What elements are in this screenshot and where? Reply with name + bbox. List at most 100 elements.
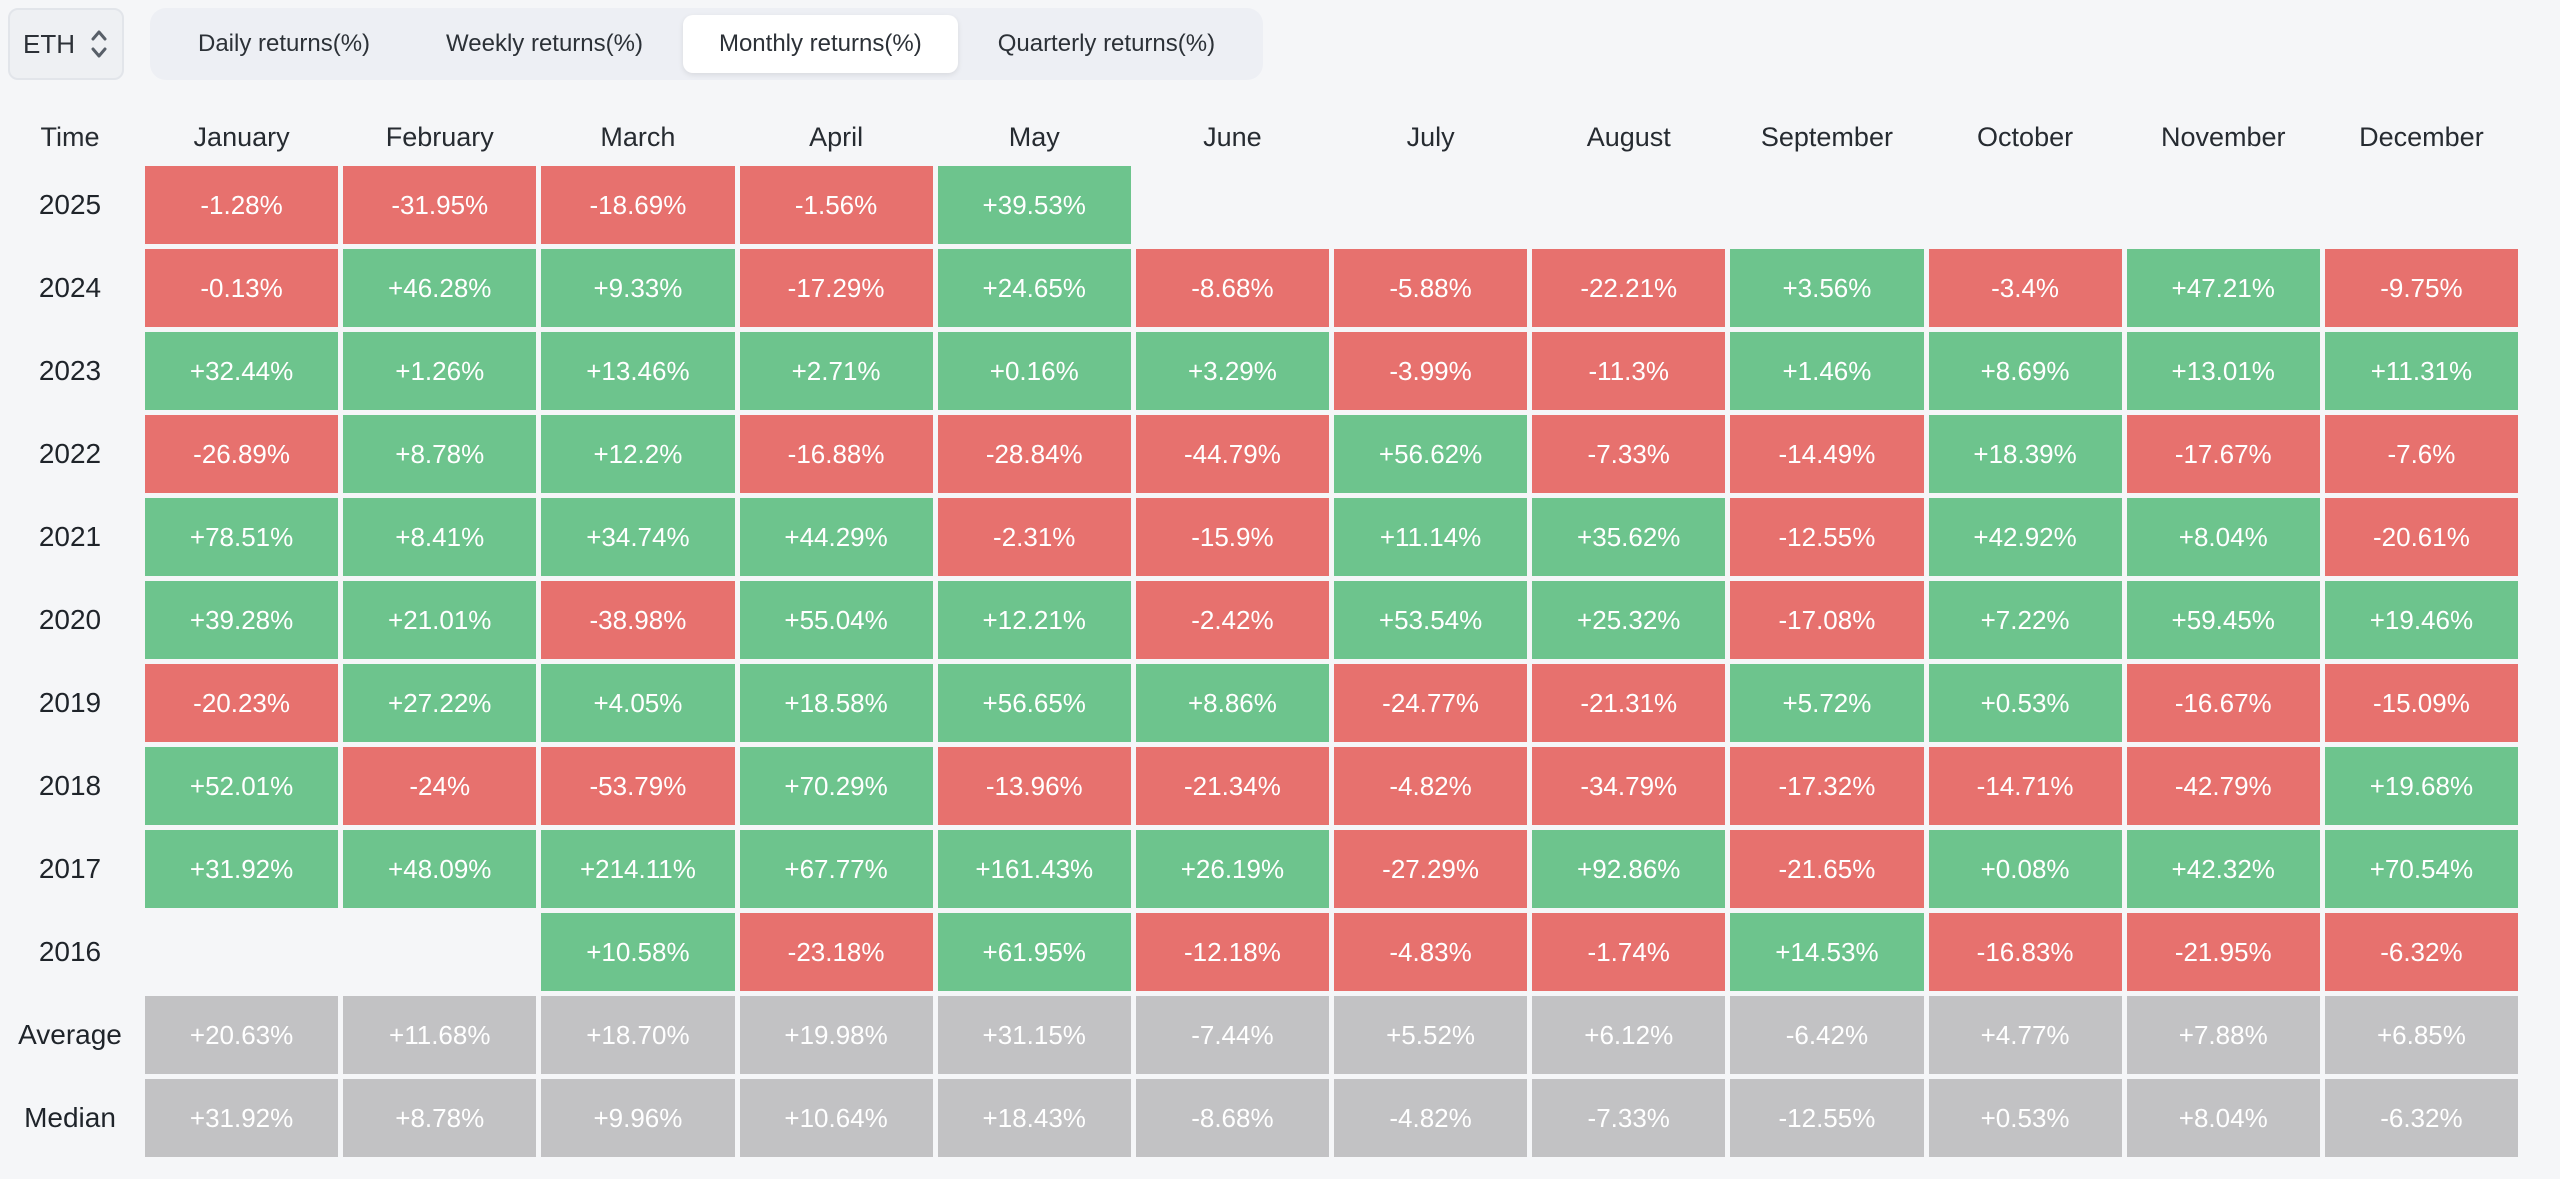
- return-cell: -20.61%: [2324, 498, 2518, 576]
- return-cell: +32.44%: [145, 332, 339, 410]
- return-cell: -1.28%: [145, 166, 339, 244]
- return-cell: -16.83%: [1928, 913, 2122, 991]
- return-cell: -17.08%: [1730, 581, 1924, 659]
- return-cell: +67.77%: [739, 830, 933, 908]
- return-cell: +5.72%: [1730, 664, 1924, 742]
- period-tab-quarterly[interactable]: Quarterly returns(%): [962, 15, 1251, 73]
- return-cell: +53.54%: [1334, 581, 1528, 659]
- row-label: 2022: [38, 438, 102, 469]
- return-cell: +31.92%: [145, 1079, 339, 1157]
- return-cell: +7.22%: [1928, 581, 2122, 659]
- return-cell: +18.39%: [1928, 415, 2122, 493]
- return-cell: -24%: [343, 747, 537, 825]
- table-row: 2025 -1.28% -31.95% -18.69% -1.56% +39.53%: [0, 166, 2518, 244]
- return-cell: +42.32%: [2126, 830, 2320, 908]
- month-column-header: September: [1760, 121, 1893, 152]
- return-cell: +55.04%: [739, 581, 933, 659]
- return-cell: +27.22%: [343, 664, 537, 742]
- return-cell: -42.79%: [2126, 747, 2320, 825]
- return-cell: -9.75%: [2324, 249, 2518, 327]
- time-column-header: Time: [40, 121, 100, 152]
- return-cell: +3.56%: [1730, 249, 1924, 327]
- return-cell: -2.42%: [1135, 581, 1329, 659]
- return-cell: +31.92%: [145, 830, 339, 908]
- table-row: 2023 +32.44% +1.26% +13.46% +2.71% +0.16% +3.2…: [0, 332, 2518, 410]
- period-tab-weekly[interactable]: Weekly returns(%): [410, 15, 679, 73]
- return-cell: +9.33%: [541, 249, 735, 327]
- return-cell: -5.88%: [1334, 249, 1528, 327]
- month-column-header: July: [1406, 121, 1455, 152]
- return-cell: +10.58%: [541, 913, 735, 991]
- return-cell: +8.78%: [343, 1079, 537, 1157]
- return-cell: +70.54%: [2324, 830, 2518, 908]
- row-label: 2023: [38, 355, 102, 386]
- return-cell: [1929, 166, 2122, 244]
- table-row: 2019 -20.23% +27.22% +4.05% +18.58% +56.65% +8…: [0, 664, 2518, 742]
- return-cell: -28.84%: [937, 415, 1131, 493]
- return-cell: +26.19%: [1135, 830, 1329, 908]
- return-cell: +11.31%: [2324, 332, 2518, 410]
- return-cell: -26.89%: [145, 415, 339, 493]
- return-cell: -11.3%: [1532, 332, 1726, 410]
- symbol-select[interactable]: ETH: [8, 8, 124, 80]
- return-cell: -16.88%: [739, 415, 933, 493]
- return-cell: -3.99%: [1334, 332, 1528, 410]
- return-cell: +18.58%: [739, 664, 933, 742]
- period-tab-daily[interactable]: Daily returns(%): [162, 15, 406, 73]
- row-label: 2021: [38, 521, 102, 552]
- row-label: 2024: [38, 272, 102, 303]
- return-cell: +61.95%: [937, 913, 1131, 991]
- return-cell: -21.34%: [1135, 747, 1329, 825]
- return-cell: -34.79%: [1532, 747, 1726, 825]
- row-label: 2019: [38, 687, 102, 718]
- return-cell: -14.49%: [1730, 415, 1924, 493]
- return-cell: [1730, 166, 1923, 244]
- return-cell: -4.82%: [1334, 1079, 1528, 1157]
- return-cell: +0.16%: [937, 332, 1131, 410]
- table-body: 2025 -1.28% -31.95% -18.69% -1.56% +39.53% 202…: [0, 166, 2518, 1157]
- return-cell: +31.15%: [937, 996, 1131, 1074]
- return-cell: +56.65%: [937, 664, 1131, 742]
- table-row: Median +31.92% +8.78% +9.96% +10.64% +18.43% -…: [0, 1079, 2518, 1157]
- table-row: Average +20.63% +11.68% +18.70% +19.98% +31.1…: [0, 996, 2518, 1074]
- return-cell: +39.28%: [145, 581, 339, 659]
- return-cell: +78.51%: [145, 498, 339, 576]
- period-tab-monthly[interactable]: Monthly returns(%): [682, 15, 958, 73]
- return-cell: -17.67%: [2126, 415, 2320, 493]
- return-cell: +19.46%: [2324, 581, 2518, 659]
- return-cell: -21.65%: [1730, 830, 1924, 908]
- return-cell: +8.41%: [343, 498, 537, 576]
- month-column-header: March: [600, 121, 676, 152]
- return-cell: -16.67%: [2126, 664, 2320, 742]
- returns-table: Time January February March April May June July…: [0, 108, 2518, 1157]
- return-cell: +161.43%: [937, 830, 1131, 908]
- return-cell: -8.68%: [1135, 249, 1329, 327]
- return-cell: -44.79%: [1135, 415, 1329, 493]
- return-cell: +0.53%: [1928, 1079, 2122, 1157]
- table-row: 2017 +31.92% +48.09% +214.11% +67.77% +161.43…: [0, 830, 2518, 908]
- return-cell: [145, 913, 338, 991]
- return-cell: +1.46%: [1730, 332, 1924, 410]
- month-column-header: May: [1008, 121, 1060, 152]
- return-cell: -4.83%: [1334, 913, 1528, 991]
- return-cell: -3.4%: [1928, 249, 2122, 327]
- return-cell: -7.33%: [1532, 415, 1726, 493]
- return-cell: +6.85%: [2324, 996, 2518, 1074]
- month-column-header: December: [2359, 121, 2484, 152]
- return-cell: +56.62%: [1334, 415, 1528, 493]
- return-cell: +14.53%: [1730, 913, 1924, 991]
- return-cell: +48.09%: [343, 830, 537, 908]
- return-cell: -18.69%: [541, 166, 735, 244]
- return-cell: -15.09%: [2324, 664, 2518, 742]
- return-cell: -21.31%: [1532, 664, 1726, 742]
- return-cell: +7.88%: [2126, 996, 2320, 1074]
- row-label: Median: [24, 1102, 116, 1133]
- return-cell: +11.14%: [1334, 498, 1528, 576]
- return-cell: [1334, 166, 1527, 244]
- return-cell: +46.28%: [343, 249, 537, 327]
- table-row: 2021 +78.51% +8.41% +34.74% +44.29% -2.31% -15…: [0, 498, 2518, 576]
- updown-chevron-icon: [91, 30, 107, 58]
- table-header-row: Time January February March April May June July…: [0, 108, 2518, 166]
- row-label: 2017: [38, 853, 102, 884]
- return-cell: +0.53%: [1928, 664, 2122, 742]
